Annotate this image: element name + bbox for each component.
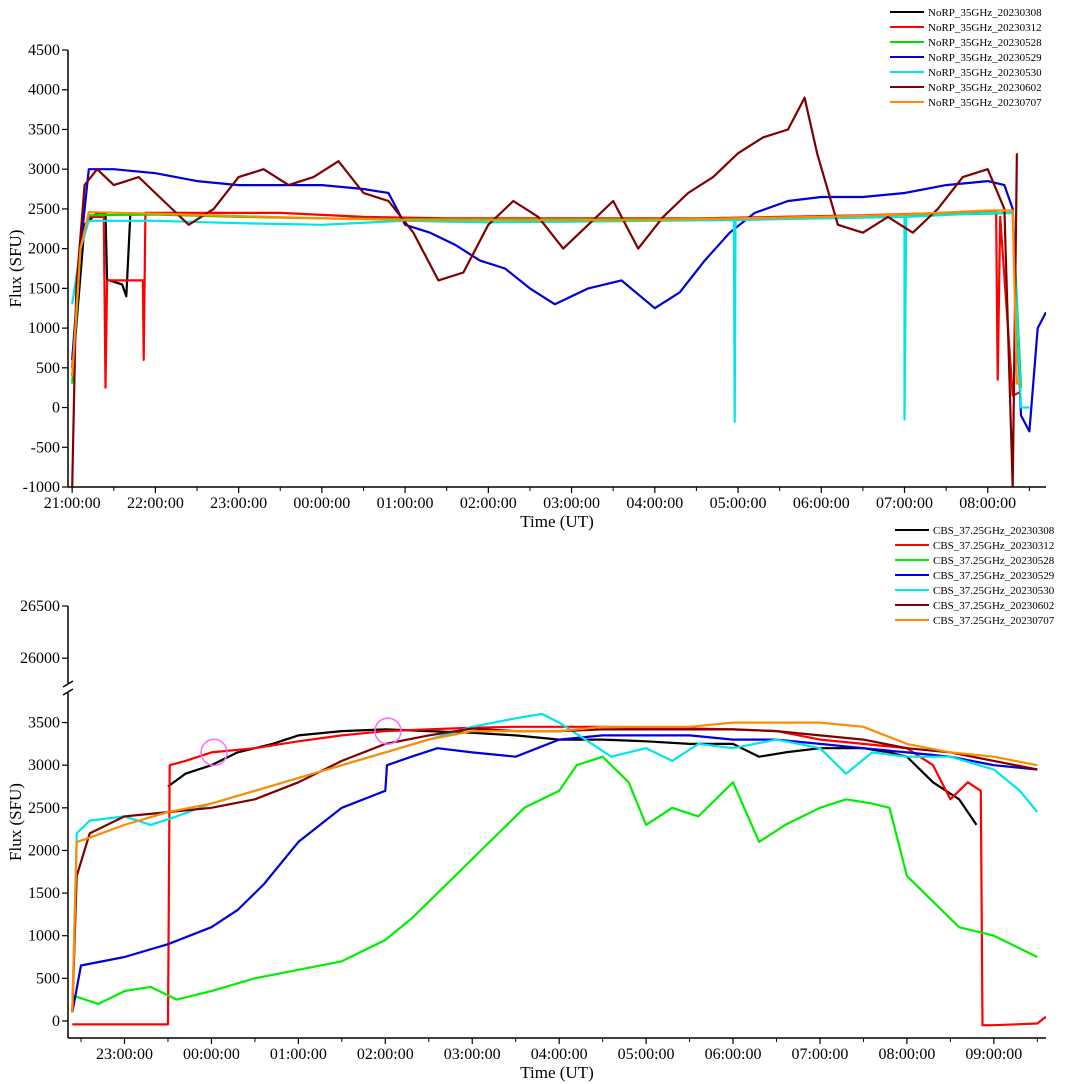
y-tick-label: 2000 [28, 241, 60, 258]
x-tick-label: 21:00:00 [44, 495, 101, 512]
y-tick-label: 2500 [28, 800, 60, 817]
x-tick-label: 08:00:00 [959, 495, 1016, 512]
x-axis-label: Time (UT) [520, 1063, 594, 1082]
series-line-6 [71, 727, 1038, 1013]
legend-label: CBS_37.25GHz_20230312 [933, 540, 1054, 552]
legend-label: CBS_37.25GHz_20230528 [933, 555, 1055, 567]
x-tick-label: 06:00:00 [705, 1046, 762, 1063]
legend: CBS_37.25GHz_20230308 CBS_37.25GHz_202303… [895, 525, 1055, 627]
series-line-3 [71, 755, 1038, 1006]
series-group [71, 96, 1046, 487]
legend-label: NoRP_35GHz_20230707 [928, 97, 1042, 109]
x-tick-label: 08:00:00 [878, 1046, 935, 1063]
x-tick-label: 04:00:00 [531, 1046, 588, 1063]
x-tick-label: 04:00:00 [626, 495, 683, 512]
x-tick-label: 09:00:00 [965, 1046, 1022, 1063]
y-tick-label: -1000 [23, 479, 60, 496]
x-tick-label: 00:00:00 [183, 1046, 240, 1063]
series-line-5 [71, 712, 1039, 1013]
y-tick-label: 2500 [28, 201, 60, 218]
x-axis-label: Time (UT) [520, 512, 594, 531]
axis-break-mark [62, 688, 74, 696]
y-tick-label: 4500 [28, 42, 60, 59]
x-tick-label: 05:00:00 [710, 495, 767, 512]
legend-label: NoRP_35GHz_20230308 [928, 7, 1042, 19]
y-tick-label: 1000 [28, 928, 60, 945]
series-line-4 [71, 734, 1038, 1013]
legend: NoRP_35GHz_20230308 NoRP_35GHz_20230312 No… [890, 7, 1042, 109]
x-tick-label: 02:00:00 [357, 1046, 414, 1063]
y-tick-label: 3500 [28, 121, 60, 138]
legend-label: CBS_37.25GHz_20230530 [933, 585, 1055, 597]
x-tick-label: 22:00:00 [127, 495, 184, 512]
x-tick-label: 01:00:00 [377, 495, 434, 512]
y-tick-label: 0 [52, 1013, 60, 1030]
x-tick-label: 00:00:00 [293, 495, 350, 512]
x-tick-label: 06:00:00 [793, 495, 850, 512]
y-tick-label: 26500 [20, 598, 60, 615]
y-axis-label: Flux (SFU) [6, 230, 25, 308]
x-tick-label: 02:00:00 [460, 495, 517, 512]
y-tick-label: 3500 [28, 715, 60, 732]
series-line-6 [71, 96, 1018, 487]
x-tick-label: 03:00:00 [444, 1046, 501, 1063]
legend-label: NoRP_35GHz_20230530 [928, 67, 1042, 79]
y-tick-label: 500 [36, 360, 60, 377]
x-tick-label: 03:00:00 [543, 495, 600, 512]
y-tick-label: 500 [36, 970, 60, 987]
legend-label: CBS_37.25GHz_20230308 [933, 525, 1055, 537]
axis-break-mark [62, 680, 74, 688]
series-line-4 [71, 168, 1046, 433]
legend-label: NoRP_35GHz_20230529 [928, 52, 1042, 64]
y-tick-label: 26000 [20, 650, 60, 667]
legend-label: CBS_37.25GHz_20230529 [933, 570, 1055, 582]
legend-label: CBS_37.25GHz_20230602 [933, 600, 1054, 612]
series-line-2 [72, 725, 1046, 1027]
series-line-5 [71, 211, 1030, 423]
series-group [71, 712, 1046, 1027]
x-tick-label: 23:00:00 [96, 1046, 153, 1063]
y-tick-label: 3000 [28, 161, 60, 178]
y-axis-label: Flux (SFU) [6, 783, 25, 861]
x-tick-label: 07:00:00 [876, 495, 933, 512]
legend-label: NoRP_35GHz_20230528 [928, 37, 1042, 49]
x-tick-label: 23:00:00 [210, 495, 267, 512]
x-tick-label: 01:00:00 [270, 1046, 327, 1063]
y-tick-label: 3000 [28, 757, 60, 774]
y-tick-label: -500 [31, 439, 60, 456]
highlight-circle-2 [374, 717, 402, 745]
y-tick-label: 1500 [28, 885, 60, 902]
legend-label: NoRP_35GHz_20230312 [928, 22, 1042, 34]
chart-panel-1: -1000 -500 0 500 1000 1500 2000 2500 3000 3500 400… [6, 7, 1046, 531]
series-line-7 [71, 721, 1038, 1013]
y-tick-label: 4000 [28, 82, 60, 99]
series-line-1 [167, 728, 978, 826]
legend-label: CBS_37.25GHz_20230707 [933, 615, 1055, 627]
highlight-circle-1 [200, 738, 228, 767]
chart-panel-2: 0 500 1000 1500 2000 2500 3000 3500 26000 26500 23… [6, 525, 1055, 1082]
y-tick-label: 1000 [28, 320, 60, 337]
y-tick-label: 1500 [28, 280, 60, 297]
y-tick-label: 2000 [28, 842, 60, 859]
x-tick-label: 07:00:00 [792, 1046, 849, 1063]
legend-label: NoRP_35GHz_20230602 [928, 82, 1042, 94]
y-tick-label: 0 [52, 400, 60, 417]
series-line-7 [71, 209, 1021, 385]
series-line-2 [71, 210, 1022, 397]
x-tick-label: 05:00:00 [618, 1046, 675, 1063]
